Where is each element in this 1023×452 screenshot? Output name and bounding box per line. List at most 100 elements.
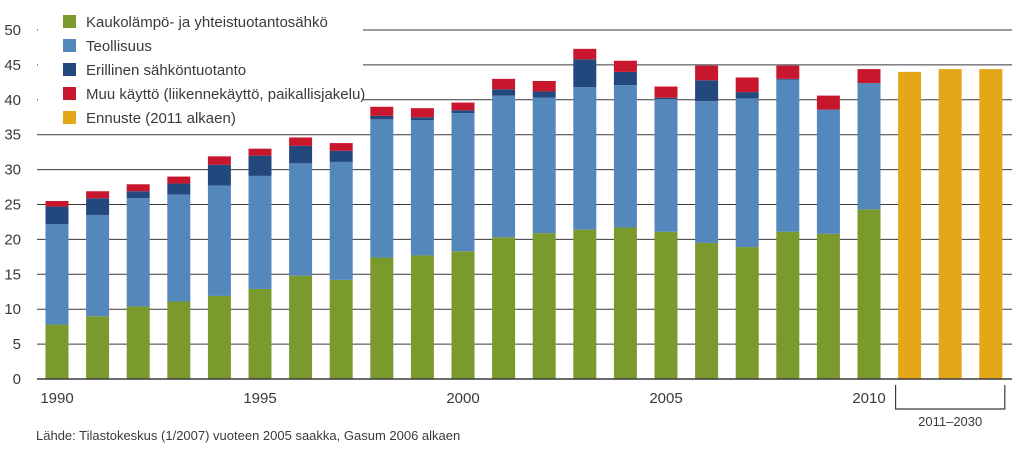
bar-segment (207, 295, 231, 379)
y-tick-label: 50 (4, 22, 21, 39)
bar-segment (573, 59, 597, 88)
bar-segment (816, 233, 840, 379)
bar-segment (451, 113, 475, 252)
x-tick-label: 1990 (40, 390, 73, 407)
bars (45, 48, 1003, 379)
bar-segment (695, 65, 719, 81)
legend-swatch (63, 87, 76, 100)
bar-segment (289, 137, 313, 146)
bar-segment (167, 194, 191, 302)
bar-segment (776, 231, 800, 379)
y-tick-label: 5 (13, 336, 21, 353)
bar-segment (613, 227, 637, 379)
bar-segment (573, 48, 597, 60)
bar-segment (410, 117, 434, 121)
bar-segment (289, 163, 313, 276)
legend-swatch (63, 15, 76, 28)
bar-segment (451, 102, 475, 111)
bar-segment (45, 201, 69, 207)
legend-label: Erillinen sähköntuotanto (86, 62, 246, 79)
bar-segment (451, 110, 475, 114)
bar-segment (532, 91, 556, 98)
legend-label: Kaukolämpö- ja yhteistuotantosähkö (86, 14, 328, 31)
bar-segment (370, 257, 394, 379)
bar-segment (776, 65, 800, 79)
bar-segment (167, 176, 191, 184)
bar-segment (248, 175, 272, 289)
bar-segment (695, 101, 719, 243)
source-note: Lähde: Tilastokeskus (1/2007) vuoteen 20… (36, 428, 461, 443)
bar-segment (248, 148, 272, 156)
bar-segment (654, 97, 678, 100)
bar-segment (329, 150, 353, 162)
bar-segment (613, 60, 637, 72)
bar-segment (573, 87, 597, 230)
bar-segment (532, 80, 556, 92)
bar-segment (654, 231, 678, 379)
y-tick-label: 45 (4, 57, 21, 74)
bar-segment (370, 115, 394, 120)
bar-segment (86, 214, 110, 317)
bar-segment (289, 275, 313, 379)
x-tick-label: 2000 (446, 390, 479, 407)
bar-segment (329, 143, 353, 151)
bar-segment (735, 98, 759, 248)
bar-segment (613, 85, 637, 228)
bar-segment (695, 242, 719, 379)
bar-segment (451, 251, 475, 379)
bar-segment (248, 155, 272, 176)
bar-segment (329, 279, 353, 379)
bar-segment (370, 119, 394, 258)
forecast-bar (898, 71, 922, 379)
bar-segment (167, 301, 191, 379)
bar-segment (45, 206, 69, 225)
legend-label: Teollisuus (86, 38, 152, 55)
legend-swatch (63, 111, 76, 124)
bar-segment (776, 78, 800, 80)
x-tick-label: 2005 (649, 390, 682, 407)
forecast-bracket (895, 385, 1006, 410)
bar-segment (857, 83, 881, 210)
forecast-bar (979, 69, 1003, 379)
bar-segment (86, 191, 110, 199)
x-tick-label: 2010 (852, 390, 885, 407)
legend: Kaukolämpö- ja yhteistuotantosähkö Teolli… (38, 8, 365, 130)
bar-segment (776, 79, 800, 232)
bar-segment (532, 97, 556, 234)
bar-segment (126, 198, 150, 307)
bar-segment (329, 161, 353, 280)
bar-segment (695, 80, 719, 102)
bar-segment (410, 255, 434, 379)
bar-segment (735, 92, 759, 99)
bar-segment (86, 316, 110, 379)
bar-segment (45, 224, 69, 325)
bar-segment (126, 191, 150, 199)
forecast-range-label: 2011–2030 (918, 414, 982, 429)
bar-segment (654, 86, 678, 98)
legend-label: Ennuste (2011 alkaen) (86, 110, 236, 127)
bar-segment (816, 95, 840, 110)
y-tick-label: 35 (4, 127, 21, 144)
bar-segment (126, 184, 150, 192)
grid-lines (37, 29, 1012, 345)
bar-segment (289, 145, 313, 164)
bar-segment (532, 233, 556, 379)
y-tick-label: 30 (4, 162, 21, 179)
legend-swatch (63, 39, 76, 52)
y-axis: 0 5 10 15 20 25 30 35 40 45 50 (4, 22, 21, 388)
bar-segment (410, 108, 434, 118)
y-tick-label: 20 (4, 231, 21, 248)
bar-segment (410, 120, 434, 256)
legend-label: Muu käyttö (liikennekäyttö, paikallisjak… (86, 86, 365, 103)
legend-swatch (63, 63, 76, 76)
bar-segment (857, 209, 881, 379)
forecast-bar (938, 69, 962, 379)
bar-segment (126, 306, 150, 379)
bar-segment (167, 183, 191, 195)
bar-segment (735, 247, 759, 379)
y-tick-label: 25 (4, 197, 21, 214)
y-tick-label: 10 (4, 301, 21, 318)
bar-segment (492, 89, 516, 96)
bar-segment (492, 237, 516, 379)
